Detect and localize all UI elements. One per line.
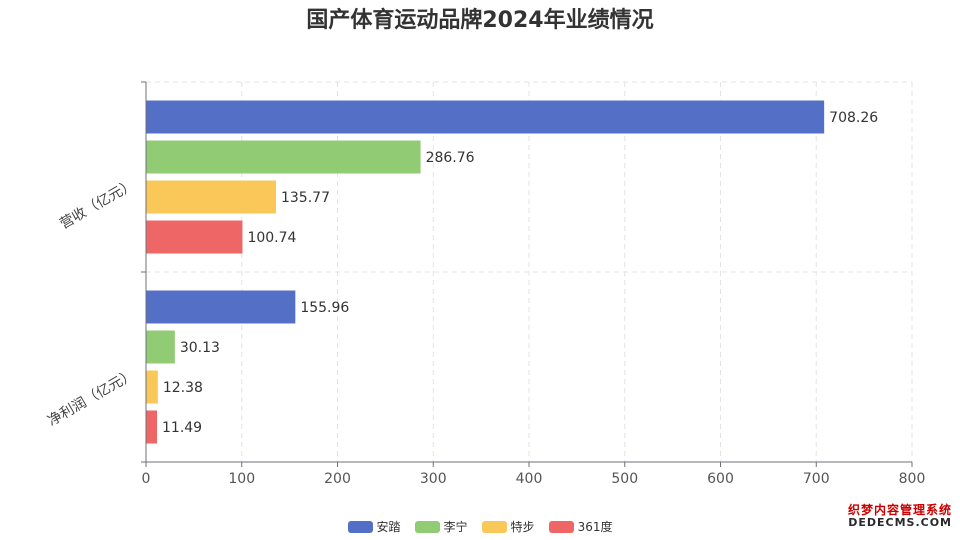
x-tick-label: 300 xyxy=(420,471,447,487)
legend-item[interactable]: 李宁 xyxy=(414,518,468,535)
x-tick-label: 700 xyxy=(803,471,830,487)
legend-item[interactable]: 安踏 xyxy=(347,518,401,535)
x-tick-label: 100 xyxy=(228,471,255,487)
x-tick-label: 800 xyxy=(899,471,926,487)
data-label: 286.76 xyxy=(426,150,475,166)
data-label: 155.96 xyxy=(300,300,349,316)
bar-361度 xyxy=(146,410,158,444)
bars-layer: 708.26 286.76 135.77 100.74 155.96 30.13 12.38… xyxy=(146,100,878,444)
data-label: 100.74 xyxy=(247,230,296,246)
data-label: 11.49 xyxy=(162,420,202,436)
grid-layer xyxy=(146,81,913,462)
data-label: 12.38 xyxy=(163,380,203,396)
bar-李宁 xyxy=(146,330,175,364)
x-tick-label: 0 xyxy=(142,471,151,487)
watermark-line-1: 织梦内容管理系统 xyxy=(847,503,952,517)
legend-swatch xyxy=(481,520,507,533)
legend-label: 李宁 xyxy=(443,520,468,534)
x-tick-label: 400 xyxy=(516,471,543,487)
legend-label: 特步 xyxy=(510,520,535,534)
data-label: 30.13 xyxy=(180,340,220,356)
legend-label: 361度 xyxy=(577,520,613,534)
y-category-label: 营收（亿元） xyxy=(57,177,138,233)
legend: 安踏 李宁 特步 361度 xyxy=(0,518,960,535)
bar-安踏 xyxy=(146,100,825,134)
watermark-line-2: DEDECMS.COM xyxy=(848,515,952,529)
watermark: 织梦内容管理系统 DEDECMS.COM xyxy=(848,504,952,528)
chart-title: 国产体育运动品牌2024年业绩情况 xyxy=(306,8,654,33)
legend-label: 安踏 xyxy=(376,520,401,534)
bar-特步 xyxy=(146,370,158,404)
legend-item[interactable]: 361度 xyxy=(548,518,613,535)
x-tick-label: 600 xyxy=(707,471,734,487)
data-label: 135.77 xyxy=(281,190,330,206)
legend-swatch xyxy=(548,520,574,533)
bar-361度 xyxy=(146,220,243,254)
y-category-label: 净利润（亿元） xyxy=(45,367,138,430)
legend-item[interactable]: 特步 xyxy=(481,518,535,535)
bar-安踏 xyxy=(146,290,296,324)
bar-特步 xyxy=(146,180,276,214)
bar-李宁 xyxy=(146,140,421,174)
legend-swatch xyxy=(347,520,373,533)
legend-swatch xyxy=(414,520,440,533)
x-tick-label: 200 xyxy=(324,471,351,487)
data-label: 708.26 xyxy=(829,110,878,126)
x-tick-label: 500 xyxy=(611,471,638,487)
